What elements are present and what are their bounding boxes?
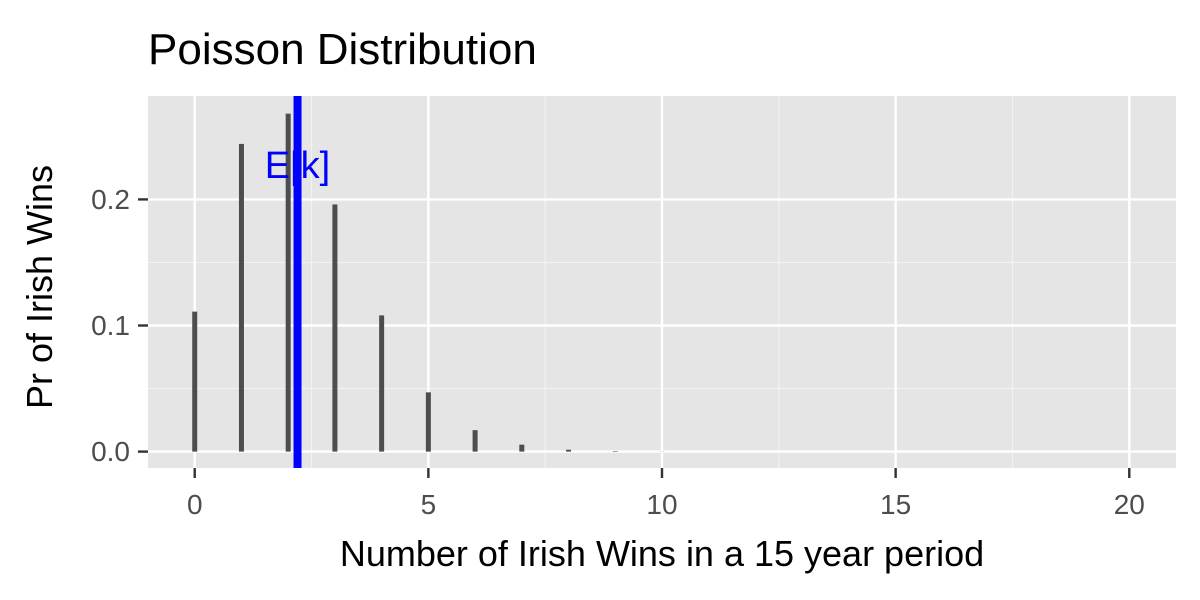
bar (612, 451, 618, 452)
x-axis: 0 5 10 15 20 (187, 468, 1145, 520)
x-tick-label: 15 (880, 489, 911, 520)
bar (285, 113, 291, 452)
y-tick-label: 0.2 (91, 184, 130, 215)
bar (238, 143, 244, 452)
y-axis-title: Pr of Irish Wins (19, 165, 60, 409)
x-axis-title: Number of Irish Wins in a 15 year period (340, 533, 984, 574)
y-axis: 0.0 0.1 0.2 (91, 184, 148, 467)
x-tick-label: 0 (187, 489, 203, 520)
bar (472, 430, 478, 452)
annotations: E[k] (265, 96, 330, 468)
bar (519, 444, 525, 452)
bars (192, 113, 665, 452)
y-tick-label: 0.1 (91, 310, 130, 341)
y-tick-label: 0.0 (91, 436, 130, 467)
bar (566, 449, 572, 452)
x-tick-label: 20 (1114, 489, 1145, 520)
bar (192, 311, 198, 452)
chart-title: Poisson Distribution (148, 25, 537, 74)
grid-lines (148, 96, 1176, 468)
x-tick-label: 5 (421, 489, 437, 520)
bar (379, 315, 385, 452)
x-tick-label: 10 (646, 489, 677, 520)
bar (425, 392, 431, 452)
expected-value-label: E[k] (265, 145, 330, 187)
bar (332, 204, 338, 452)
